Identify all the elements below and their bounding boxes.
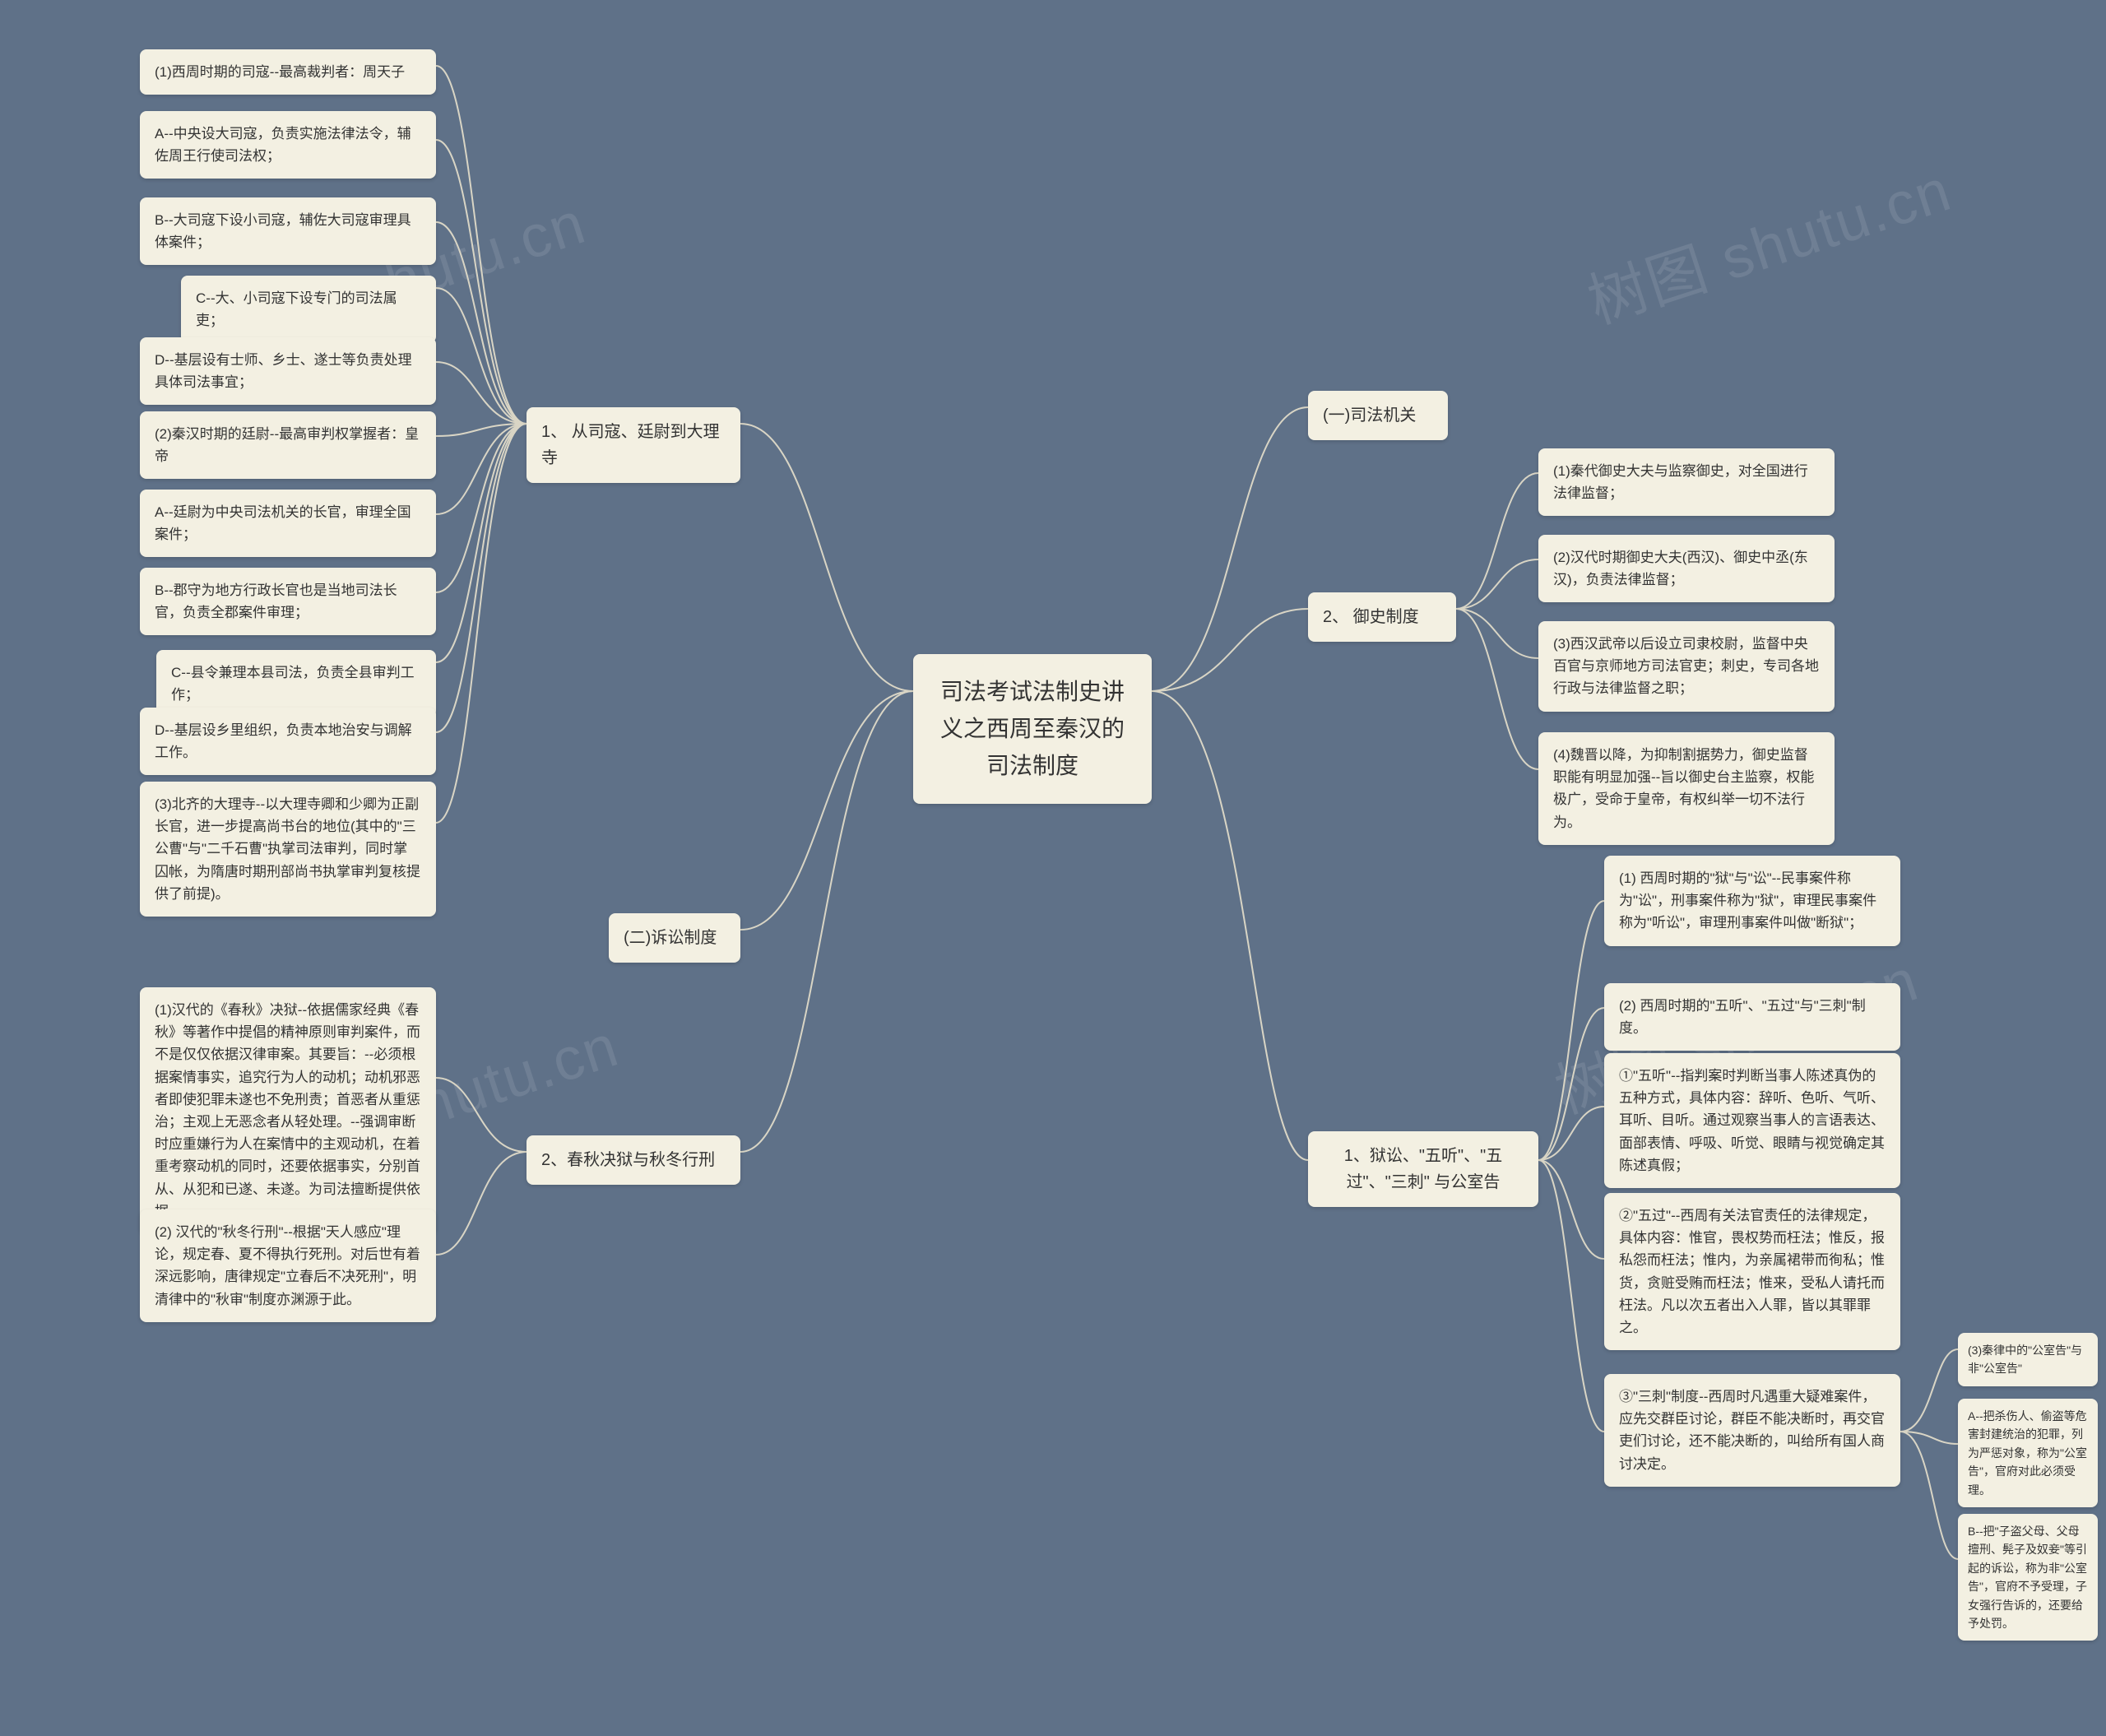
- leaf-lawsuit-3: ①"五听"--指判案时判断当事人陈述真伪的五种方式，具体内容：辞听、色听、气听、…: [1604, 1053, 1900, 1188]
- leaf-sikou-7: A--廷尉为中央司法机关的长官，审理全国案件；: [140, 490, 436, 557]
- branch-lawsuit-five: 1、狱讼、"五听"、"五过"、"三刺" 与公室告: [1308, 1131, 1538, 1207]
- leaf-sanci-2: A--把杀伤人、偷盗等危害封建统治的犯罪，列为严惩对象，称为"公室告"，官府对此…: [1958, 1399, 2098, 1507]
- leaf-chunqiu-2: (2) 汉代的"秋冬行刑"--根据"天人感应"理论，规定春、夏不得执行死刑。对后…: [140, 1209, 436, 1322]
- leaf-sikou-8: B--郡守为地方行政长官也是当地司法长官，负责全郡案件审理；: [140, 568, 436, 635]
- leaf-sanci-3: B--把"子盗父母、父母擅刑、髡子及奴妾"等引起的诉讼，称为非"公室告"，官府不…: [1958, 1514, 2098, 1641]
- branch-judicial-organs: (一)司法机关: [1308, 391, 1448, 440]
- leaf-sikou-1: (1)西周时期的司寇--最高裁判者：周天子: [140, 49, 436, 95]
- branch-spring-autumn: 2、春秋决狱与秋冬行刑: [526, 1135, 740, 1185]
- leaf-sikou-2: A--中央设大司寇，负责实施法律法令，辅佐周王行使司法权；: [140, 111, 436, 179]
- leaf-sikou-4: C--大、小司寇下设专门的司法属吏；: [181, 276, 436, 343]
- branch-sikou-tingwei: 1、 从司寇、廷尉到大理寺: [526, 407, 740, 483]
- branch-litigation-system: (二)诉讼制度: [609, 913, 740, 963]
- leaf-censor-3: (3)西汉武帝以后设立司隶校尉，监督中央百官与京师地方司法官吏；刺史，专司各地行…: [1538, 621, 1835, 712]
- leaf-lawsuit-1: (1) 西周时期的"狱"与"讼"--民事案件称为"讼"，刑事案件称为"狱"，审理…: [1604, 856, 1900, 946]
- branch-censor-system: 2、 御史制度: [1308, 592, 1456, 642]
- watermark: 树图 shutu.cn: [1575, 142, 1960, 340]
- leaf-censor-4: (4)魏晋以降，为抑制割据势力，御史监督职能有明显加强--旨以御史台主监察，权能…: [1538, 732, 1835, 845]
- leaf-chunqiu-1: (1)汉代的《春秋》决狱--依据儒家经典《春秋》等著作中提倡的精神原则审判案件，…: [140, 987, 436, 1234]
- leaf-lawsuit-5: ③"三刺"制度--西周时凡遇重大疑难案件，应先交群臣讨论，群臣不能决断时，再交官…: [1604, 1374, 1900, 1487]
- leaf-sikou-5: D--基层设有士师、乡士、遂士等负责处理具体司法事宜；: [140, 337, 436, 405]
- leaf-lawsuit-4: ②"五过"--西周有关法官责任的法律规定，具体内容：惟官，畏权势而枉法；惟反，报…: [1604, 1193, 1900, 1350]
- leaf-lawsuit-2: (2) 西周时期的"五听"、"五过"与"三刺"制度。: [1604, 983, 1900, 1051]
- leaf-sikou-11: (3)北齐的大理寺--以大理寺卿和少卿为正副长官，进一步提高尚书台的地位(其中的…: [140, 782, 436, 917]
- leaf-censor-2: (2)汉代时期御史大夫(西汉)、御史中丞(东汉)，负责法律监督；: [1538, 535, 1835, 602]
- leaf-sikou-6: (2)秦汉时期的廷尉--最高审判权掌握者：皇帝: [140, 411, 436, 479]
- leaf-censor-1: (1)秦代御史大夫与监察御史，对全国进行法律监督；: [1538, 448, 1835, 516]
- leaf-sikou-10: D--基层设乡里组织，负责本地治安与调解工作。: [140, 708, 436, 775]
- leaf-sanci-1: (3)秦律中的"公室告"与非"公室告": [1958, 1333, 2098, 1386]
- root-node: 司法考试法制史讲义之西周至秦汉的司法制度: [913, 654, 1152, 804]
- leaf-sikou-3: B--大司寇下设小司寇，辅佐大司寇审理具体案件；: [140, 197, 436, 265]
